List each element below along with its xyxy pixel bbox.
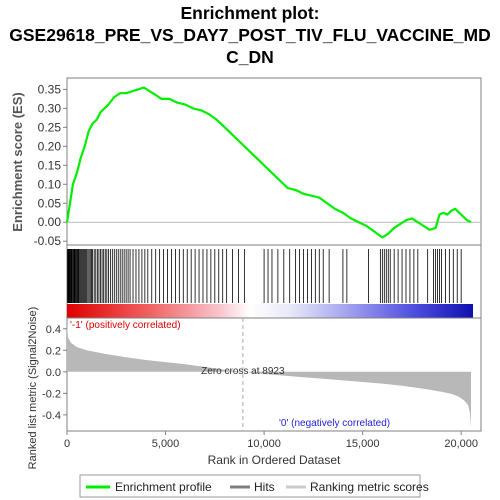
x-tick-label: 20,000 (444, 438, 478, 450)
positive-correlation-label: '-1' (positively correlated) (70, 320, 181, 331)
metric-y-axis: -0.4 -0.2 0.0 0.2 0.4 (42, 324, 67, 422)
chart-title-line-1: Enrichment plot: (180, 3, 320, 23)
metric-y-tick-label: -0.2 (42, 388, 61, 400)
es-y-tick-label: 0.20 (38, 139, 62, 153)
metric-y-tick-label: 0.0 (46, 367, 61, 379)
legend-ranking-metric-label: Ranking metric scores (310, 480, 429, 494)
metric-y-tick-label: 0.2 (46, 345, 61, 357)
es-y-tick-label: 0.10 (38, 177, 62, 191)
rank-color-bar (67, 304, 473, 318)
zero-cross-label: Zero cross at 8923 (201, 366, 285, 377)
es-y-tick-label: 0.25 (38, 120, 62, 134)
x-axis-label: Rank in Ordered Dataset (208, 453, 341, 467)
metric-y-tick-label: 0.4 (46, 324, 61, 336)
hits-marks (67, 249, 462, 303)
es-y-tick-label: 0.15 (38, 158, 62, 172)
legend-hits-label: Hits (254, 480, 275, 494)
es-y-axis-label: Enrichment score (ES) (10, 92, 25, 231)
x-axis: 0 5,000 10,000 15,000 20,000 (64, 431, 478, 450)
es-y-tick-label: 0.05 (38, 196, 62, 210)
es-y-tick-label: 0.30 (38, 101, 62, 115)
x-tick-label: 15,000 (346, 438, 380, 450)
es-y-axis: -0.05 0.00 0.05 0.10 0.15 0.20 0.25 0.30 0.35 (34, 82, 67, 248)
ranking-metric-area (67, 323, 471, 428)
enrichment-profile-line (65, 86, 472, 239)
chart-title-line-2: GSE29618_PRE_VS_DAY7_POST_TIV_FLU_VACCIN… (9, 25, 491, 45)
chart-title-line-3: C_DN (226, 47, 274, 67)
es-panel-frame (66, 77, 482, 246)
es-y-tick-label: 0.35 (38, 82, 62, 96)
legend-enrichment-profile-label: Enrichment profile (115, 480, 212, 494)
es-y-tick-label: 0.00 (38, 215, 62, 229)
chart-title: Enrichment plot: GSE29618_PRE_VS_DAY7_PO… (0, 2, 500, 68)
x-tick-label: 0 (64, 438, 70, 450)
metric-y-tick-label: -0.4 (42, 410, 61, 422)
x-tick-label: 10,000 (247, 438, 281, 450)
negative-correlation-label: '0' (negatively correlated) (279, 418, 390, 429)
es-y-tick-label: -0.05 (34, 234, 62, 248)
metric-panel-frame (66, 317, 482, 432)
metric-y-axis-label: Ranked list metric (Signal2Noise) (27, 307, 39, 470)
x-tick-label: 5,000 (152, 438, 180, 450)
